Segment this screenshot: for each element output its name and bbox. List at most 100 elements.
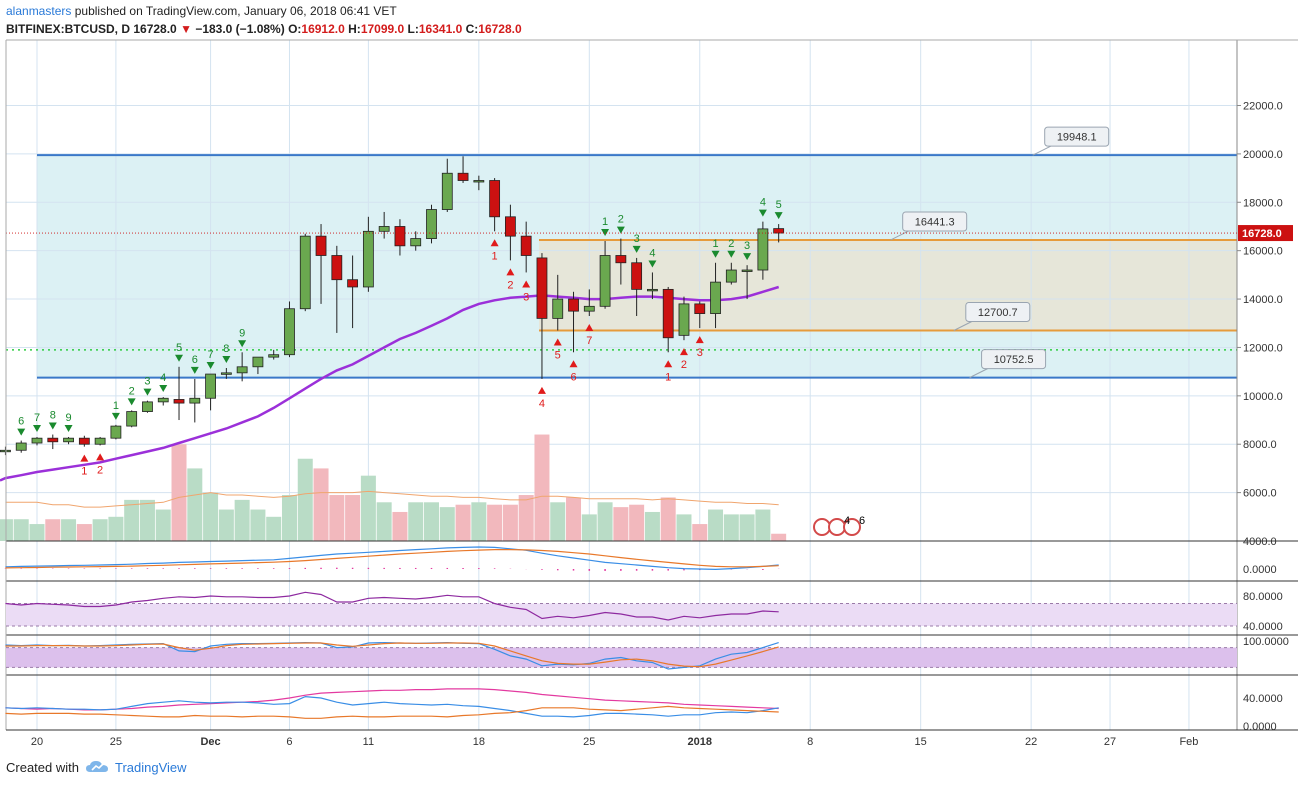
low-label: L:	[407, 22, 419, 36]
volume-bar	[660, 497, 676, 541]
sell-setup-arrow	[616, 226, 625, 234]
volume-bar	[534, 434, 550, 541]
volume-bar	[61, 519, 77, 541]
price-tick-label: 4000.0	[1243, 536, 1277, 548]
last-price-tag	[1238, 225, 1293, 242]
candle	[236, 366, 248, 374]
event-flag-icon	[813, 518, 831, 536]
sell-setup-arrow	[17, 428, 26, 436]
candle	[568, 298, 579, 312]
volume-bar	[566, 497, 582, 541]
level-label-box	[965, 301, 1031, 322]
sell-setup-count: 6	[192, 354, 198, 366]
time-tick-label: Feb	[1179, 736, 1198, 748]
volume-bar	[550, 502, 566, 541]
candle	[142, 401, 153, 412]
close-value: 16728.0	[478, 22, 522, 36]
price-tick-label: 8000.0	[1243, 439, 1277, 451]
sell-setup-arrow	[601, 228, 610, 236]
volume-bar	[297, 458, 313, 541]
volume-bar	[408, 502, 424, 541]
volume-bar	[708, 509, 724, 541]
volume-bar	[629, 504, 645, 541]
symbol-header: BITFINEX:BTCUSD, D 16728.0 ▼ −183.0 (−1.…	[6, 22, 522, 36]
indicator-band	[6, 603, 1237, 626]
tradingview-link[interactable]: TradingView	[114, 760, 187, 775]
footer: Created with TradingView	[6, 760, 187, 777]
buy-setup-count: 1	[492, 250, 498, 262]
volume-ma-line	[5, 490, 779, 508]
sell-setup-count: 3	[144, 376, 150, 388]
candle	[489, 180, 501, 218]
buy-setup-arrow	[522, 280, 531, 288]
candle	[47, 437, 59, 443]
indicator-tick-label: 100.0000	[1243, 636, 1289, 648]
price-tick-label: 12000.0	[1243, 342, 1283, 354]
buy-setup-count: 7	[586, 335, 592, 347]
volume-bar	[155, 509, 171, 541]
price-tick-label: 6000.0	[1243, 488, 1277, 500]
buy-setup-arrow	[506, 268, 515, 276]
volume-bar	[218, 509, 234, 541]
time-tick-label: 25	[110, 736, 122, 748]
buy-setup-arrow	[664, 360, 673, 368]
candle	[615, 255, 627, 264]
volume-bar	[329, 495, 345, 541]
indicator-line	[5, 546, 779, 571]
candle	[378, 226, 390, 232]
indicator-line	[5, 705, 779, 719]
volume-bar	[613, 507, 629, 541]
sell-setup-count: 8	[223, 343, 229, 355]
candle	[157, 397, 169, 403]
buy-setup-count: 5	[555, 350, 561, 362]
candle	[362, 230, 374, 288]
event-flag-icon	[828, 518, 846, 536]
sell-setup-arrow	[175, 354, 184, 362]
buy-setup-count: 3	[697, 347, 703, 359]
buy-setup-arrow	[695, 336, 704, 344]
event-badge-count: 4	[844, 515, 850, 527]
volume-bar	[139, 499, 155, 541]
down-arrow-icon: ▼	[180, 22, 192, 36]
candle	[31, 437, 43, 444]
indicator-line	[5, 695, 779, 718]
candle	[110, 425, 122, 439]
level-label-leader	[969, 367, 990, 379]
sell-setup-count: 2	[728, 238, 734, 250]
candle	[520, 235, 532, 256]
sell-setup-count: 4	[160, 372, 166, 384]
buy-setup-count: 2	[507, 279, 513, 291]
level-label-box	[981, 349, 1047, 370]
volume-bar	[13, 519, 29, 541]
sell-setup-count: 6	[18, 416, 24, 428]
buy-setup-count: 1	[665, 371, 671, 383]
volume-bar	[771, 533, 787, 541]
sell-setup-count: 3	[634, 233, 640, 245]
buy-setup-arrow	[80, 454, 89, 462]
price-tick-label: 22000.0	[1243, 101, 1283, 113]
indicator-pane-2: 40.0000 80.0000	[5, 591, 1283, 633]
price-tick-label: 18000.0	[1243, 197, 1283, 209]
sell-setup-arrow	[711, 250, 720, 258]
indicator-tick-label: 0.0000	[1243, 721, 1277, 733]
author-link[interactable]: alanmasters	[6, 4, 72, 18]
level-label-box	[1044, 126, 1110, 147]
price-change: −183.0 (−1.08%)	[195, 22, 285, 36]
indicator-line	[5, 642, 779, 668]
candle	[552, 298, 564, 319]
close-label: C:	[465, 22, 479, 36]
candle	[757, 228, 769, 271]
level-label: 19948.1	[1057, 132, 1097, 144]
volume-bar	[124, 499, 140, 541]
indicator-tick-label: 80.0000	[1243, 591, 1283, 603]
volume-bar	[45, 519, 61, 541]
time-tick-label: 11	[363, 736, 374, 748]
sell-setup-arrow	[33, 424, 41, 432]
sell-setup-arrow	[222, 356, 231, 364]
price-tick-label: 14000.0	[1243, 294, 1283, 306]
sell-setup-count: 2	[618, 214, 624, 226]
sell-setup-count: 4	[760, 197, 766, 209]
